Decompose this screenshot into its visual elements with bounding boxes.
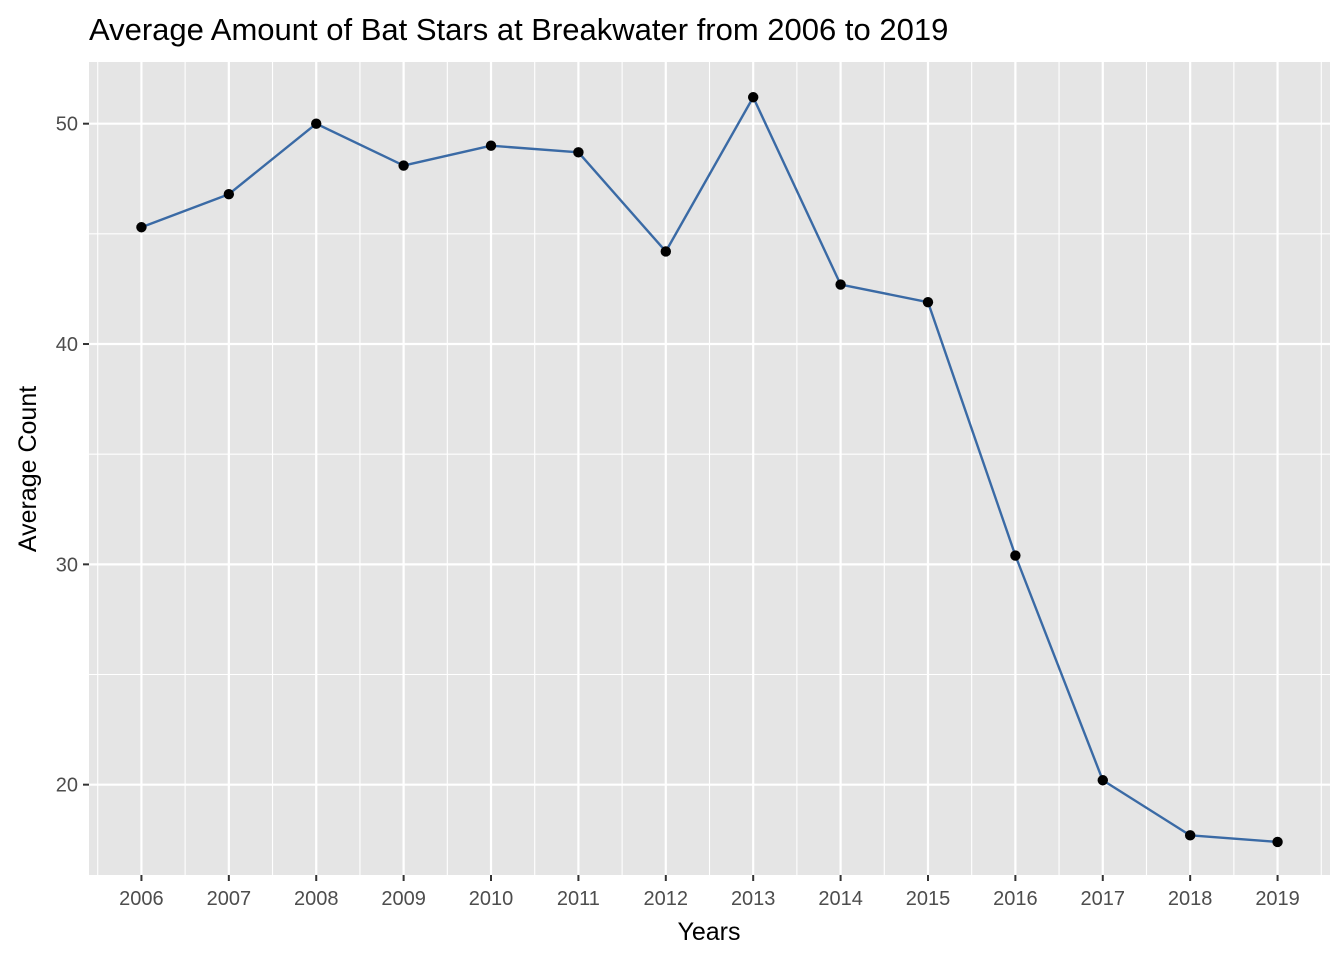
x-tick-label: 2007 (207, 888, 252, 910)
x-tick-label: 2011 (557, 888, 600, 910)
data-point-2009 (398, 160, 409, 171)
x-tick-label: 2019 (1255, 888, 1300, 910)
y-axis-tick-labels: 20 30 40 50 (56, 114, 78, 797)
data-point-2008 (311, 118, 322, 129)
y-axis-title: Average Count (14, 386, 42, 552)
x-tick-label: 2013 (731, 888, 776, 910)
y-tick-label: 50 (56, 114, 78, 136)
axis-ticks (83, 122, 1279, 881)
data-point-2015 (922, 296, 934, 308)
data-point-2017 (1097, 775, 1108, 786)
data-point-2013 (747, 92, 759, 103)
x-tick-label: 2012 (644, 888, 689, 910)
data-point-2016 (1010, 550, 1021, 561)
x-tick-label: 2010 (469, 888, 514, 910)
data-point-2019 (1272, 836, 1283, 848)
y-tick-label: 40 (56, 334, 78, 356)
data-point-2007 (223, 188, 235, 200)
x-axis-tick-labels: 2006 2007 2008 2009 2010 2011 2012 2013 2014 2015… (119, 888, 1300, 910)
data-point-2010 (485, 140, 497, 151)
x-tick-label: 2017 (1081, 888, 1126, 910)
data-point-2012 (660, 246, 672, 257)
x-tick-label: 2008 (294, 888, 339, 910)
chart-title: Average Amount of Bat Stars at Breakwate… (89, 12, 948, 47)
data-point-2011 (573, 147, 584, 158)
x-tick-label: 2018 (1168, 888, 1213, 910)
y-tick-label: 20 (56, 775, 78, 797)
x-tick-label: 2015 (906, 888, 951, 910)
x-tick-label: 2009 (381, 888, 426, 910)
data-point-2014 (835, 279, 846, 290)
minor-gridlines (89, 62, 1330, 875)
x-axis-title: Years (677, 918, 740, 946)
series-line (141, 96, 1278, 844)
y-tick-label: 30 (56, 554, 78, 576)
x-tick-label: 2016 (993, 888, 1038, 910)
x-tick-label: 2006 (119, 888, 164, 910)
x-tick-label: 2014 (818, 888, 863, 910)
major-gridlines (89, 62, 1330, 875)
series-lines (141, 96, 1278, 844)
series-points (136, 92, 1283, 848)
data-point-2018 (1184, 830, 1196, 841)
data-point-2006 (136, 222, 147, 233)
